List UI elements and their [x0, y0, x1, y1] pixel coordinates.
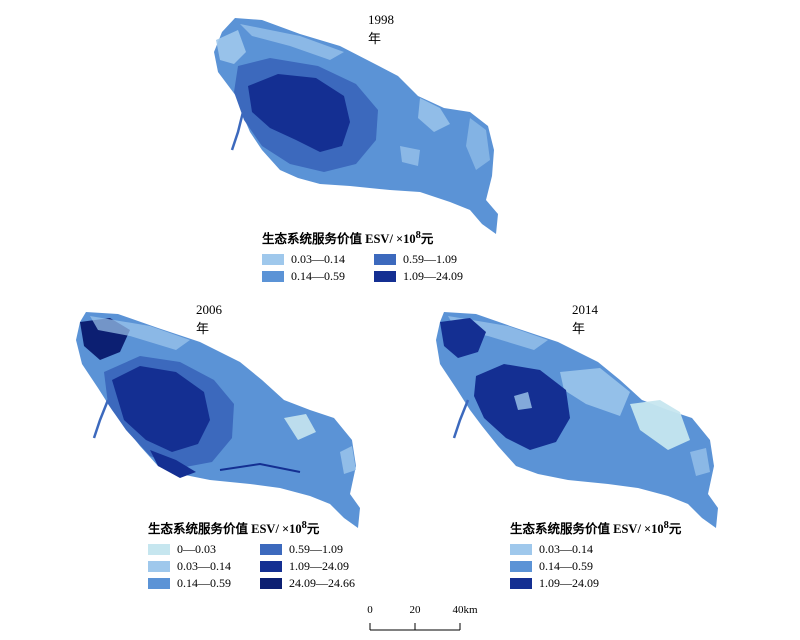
map-region-dark [150, 450, 196, 478]
legend-title: 生态系统服务价值 ESV/ ×108元 [510, 519, 682, 536]
map-region-light [466, 118, 490, 170]
legend-2006: 生态系统服务价值 ESV/ ×108元 0—0.03 0.59—1.09 0.0… [148, 518, 372, 590]
map-title-1998: 1998年 [368, 12, 394, 46]
legend-swatch [148, 577, 170, 589]
map-region-dark [112, 366, 210, 452]
legend-item: 0.59—1.09 [260, 542, 372, 556]
scale-label: 0 [367, 604, 373, 616]
legend-swatch [262, 270, 284, 282]
map-river [92, 399, 110, 439]
legend-item: 0.03—0.14 [148, 559, 260, 573]
map-region-light [514, 392, 532, 410]
scale-label: 40km [452, 604, 478, 616]
legend-1998: 生态系统服务价值 ESV/ ×108元 0.03—0.14 0.59—1.09 … [262, 228, 486, 283]
map-title-2006: 2006年 [196, 302, 222, 336]
map-region-light [216, 30, 246, 64]
map-river [230, 107, 246, 151]
legend-item: 0.59—1.09 [374, 252, 486, 266]
map-region-light [418, 98, 450, 132]
map-title-2014: 2014年 [572, 302, 598, 336]
legend-item: 0.14—0.59 [510, 559, 640, 573]
legend-item: 0.03—0.14 [510, 542, 640, 556]
map-region-light [560, 368, 630, 416]
legend-item: 0.14—0.59 [262, 269, 374, 283]
map-region-pale [630, 400, 690, 450]
legend-swatch [148, 560, 170, 572]
legend-item: 0—0.03 [148, 542, 260, 556]
map-region-light [240, 24, 344, 60]
legend-item: 1.09—24.09 [260, 559, 372, 573]
legend-items-1998: 0.03—0.14 0.59—1.09 0.14—0.59 1.09—24.09 [262, 252, 486, 283]
legend-swatch [148, 543, 170, 555]
legend-items-2014: 0.03—0.14 0.14—0.59 1.09—24.09 [510, 542, 681, 590]
map-river [219, 462, 301, 473]
legend-swatch [374, 270, 396, 282]
map-region-light [690, 448, 710, 476]
legend-items-2006: 0—0.03 0.59—1.09 0.03—0.14 1.09—24.09 0.… [148, 542, 372, 590]
map-region-dark [440, 318, 486, 358]
legend-item: 1.09—24.09 [510, 576, 640, 590]
scale-bar: 0 20 40km [360, 604, 480, 634]
legend-2014: 生态系统服务价值 ESV/ ×108元 0.03—0.14 0.14—0.59 … [510, 518, 681, 590]
scale-label: 20 [409, 604, 421, 616]
map-region-light [90, 316, 190, 350]
scale-bar-line [369, 623, 461, 631]
map-region-light [400, 146, 420, 166]
legend-item: 0.14—0.59 [148, 576, 260, 590]
legend-swatch [260, 577, 282, 589]
legend-item: 1.09—24.09 [374, 269, 486, 283]
legend-swatch [260, 560, 282, 572]
map-river [452, 399, 470, 439]
map-region-light [340, 446, 356, 474]
map-region-pale [284, 414, 316, 440]
legend-item: 24.09—24.66 [260, 576, 372, 590]
legend-title: 生态系统服务价值 ESV/ ×108元 [148, 519, 320, 536]
map-region-dark [248, 74, 350, 152]
legend-swatch [510, 577, 532, 589]
legend-item: 0.03—0.14 [262, 252, 374, 266]
legend-swatch [510, 560, 532, 572]
legend-title: 生态系统服务价值 ESV/ ×108元 [262, 229, 434, 246]
legend-swatch [262, 253, 284, 265]
legend-swatch [260, 543, 282, 555]
legend-swatch [510, 543, 532, 555]
legend-swatch [374, 253, 396, 265]
